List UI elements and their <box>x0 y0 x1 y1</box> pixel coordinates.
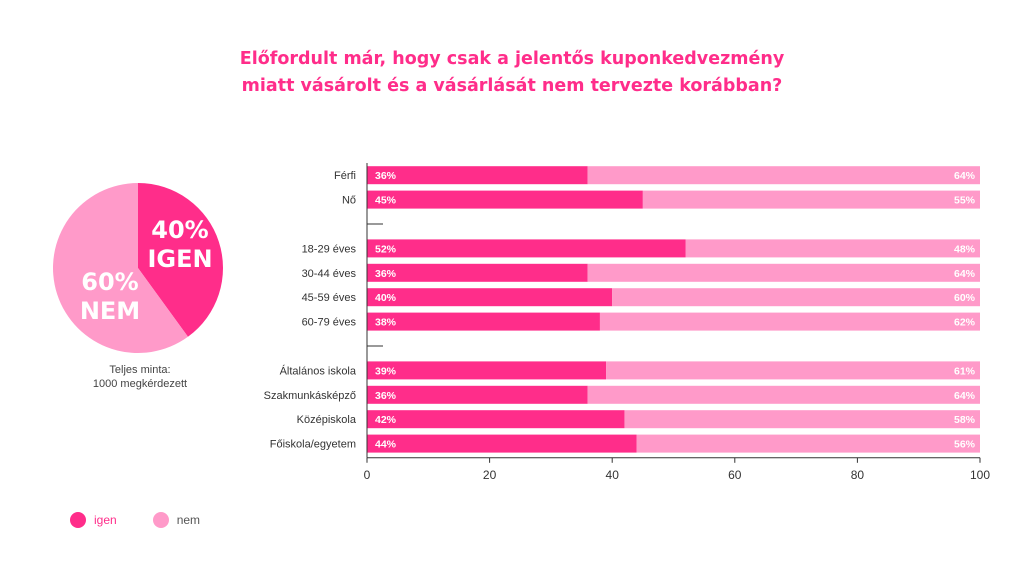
x-tick-label: 0 <box>364 468 371 482</box>
category-label: Nő <box>342 195 356 207</box>
bar-label-nem: 48% <box>954 243 976 255</box>
bar-igen <box>367 239 686 258</box>
sample-note-line-2: 1000 megkérdezett <box>92 378 188 390</box>
bar-nem <box>642 190 980 209</box>
bar-nem <box>606 361 980 380</box>
bar-label-igen: 52% <box>375 243 397 255</box>
category-label: Főiskola/egyetem <box>270 439 356 451</box>
bar-label-nem: 56% <box>954 439 976 451</box>
bar-igen <box>367 263 588 282</box>
bar-nem <box>599 312 980 331</box>
bar-label-igen: 39% <box>375 365 397 377</box>
bar-igen <box>367 410 625 429</box>
bar-igen <box>367 312 600 331</box>
pie-slice-igen <box>138 183 224 337</box>
pie-label-igen: IGEN <box>147 245 212 273</box>
bar-label-igen: 38% <box>375 317 397 329</box>
legend-label-igen: igen <box>94 513 117 527</box>
bar-nem <box>587 263 980 282</box>
legend-swatch-igen <box>70 512 86 528</box>
bar-igen <box>367 288 613 307</box>
legend-item-nem: nem <box>152 512 201 528</box>
bar-label-nem: 64% <box>954 390 976 402</box>
category-label: 30-44 éves <box>302 268 357 280</box>
bar-igen <box>367 166 588 185</box>
bar-nem <box>636 434 980 453</box>
bar-nem <box>587 166 980 185</box>
category-label: 60-79 éves <box>302 317 357 329</box>
bar-label-igen: 45% <box>375 195 397 207</box>
pie-label-nem: NEM <box>80 297 140 325</box>
chart-title-line-2: miatt vásárolt és a vásárlását nem terve… <box>241 76 783 96</box>
bar-label-igen: 42% <box>375 414 397 426</box>
bar-label-igen: 36% <box>375 268 397 280</box>
chart-title: Előfordult már, hogy csak a jelentős kup… <box>0 46 1024 100</box>
bar-nem <box>587 385 980 404</box>
bar-igen <box>367 190 643 209</box>
category-label: 18-29 éves <box>302 243 357 255</box>
bar-label-igen: 36% <box>375 170 397 182</box>
bar-nem <box>624 410 980 429</box>
bar-label-nem: 60% <box>954 292 976 304</box>
pie-percent-nem: 60% <box>81 268 138 296</box>
bar-label-nem: 62% <box>954 317 976 329</box>
x-tick-label: 20 <box>483 468 497 482</box>
legend-swatch-nem <box>152 512 169 528</box>
category-label: Középiskola <box>297 414 357 426</box>
pie-slice-nem <box>53 183 188 353</box>
category-label: Férfi <box>334 170 356 182</box>
x-tick-label: 60 <box>728 468 742 482</box>
bar-label-nem: 64% <box>954 268 976 280</box>
bar-igen <box>367 385 588 404</box>
bar-label-igen: 40% <box>375 292 397 304</box>
bar-igen <box>367 361 607 380</box>
legend-item-igen: igen <box>70 512 117 528</box>
bar-label-nem: 61% <box>954 365 976 377</box>
category-label: Szakmunkásképző <box>264 390 356 402</box>
legend-label-nem: nem <box>176 513 201 527</box>
bar-nem <box>612 288 980 307</box>
bar-label-igen: 44% <box>375 439 397 451</box>
sample-note: Teljes minta: 1000 megkérdezett <box>60 363 220 391</box>
category-label: Általános iskola <box>280 364 357 377</box>
bar-label-nem: 58% <box>954 414 976 426</box>
legend: igen nem <box>70 512 236 528</box>
x-tick-label: 80 <box>851 468 865 482</box>
chart-title-line-1: Előfordult már, hogy csak a jelentős kup… <box>239 49 785 69</box>
bar-nem <box>685 239 980 258</box>
bar-label-igen: 36% <box>375 390 397 402</box>
sample-note-line-1: Teljes minta: <box>109 364 171 376</box>
bar-igen <box>367 434 637 453</box>
x-tick-label: 40 <box>606 468 620 482</box>
bar-label-nem: 55% <box>954 195 976 207</box>
x-tick-label: 100 <box>970 468 990 482</box>
category-label: 45-59 éves <box>302 292 357 304</box>
pie-percent-igen: 40% <box>151 216 208 244</box>
bar-label-nem: 64% <box>954 170 976 182</box>
